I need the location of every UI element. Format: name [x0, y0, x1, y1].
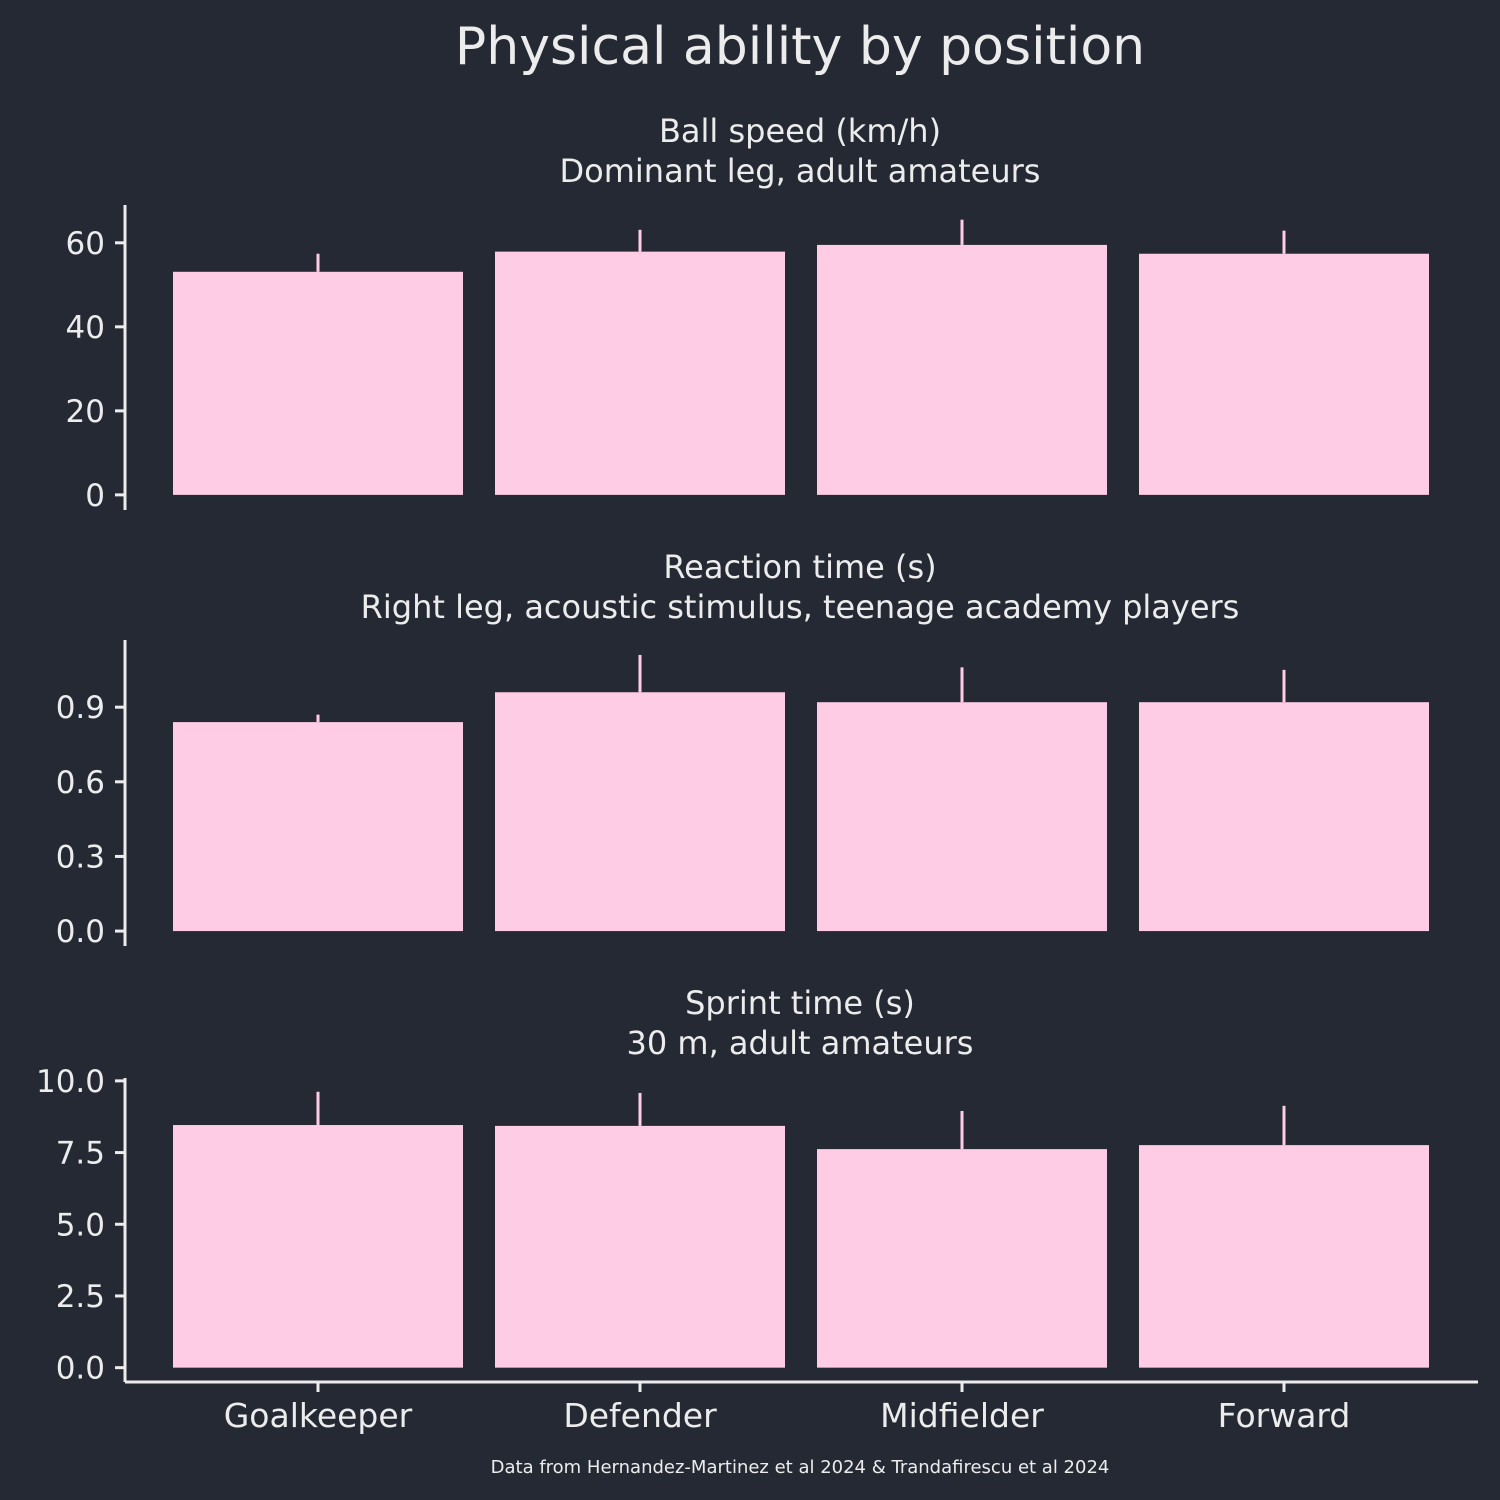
x-tick-label: Forward [1218, 1396, 1351, 1435]
y-tick-label: 0.0 [56, 1351, 105, 1387]
bar-forward [1139, 253, 1429, 495]
bar-goalkeeper [173, 1125, 463, 1368]
x-tick-label: Defender [563, 1396, 717, 1435]
y-tick-label: 60 [66, 226, 105, 262]
y-tick-label: 0.0 [56, 914, 105, 950]
bar-goalkeeper [173, 271, 463, 495]
bar-midfielder [817, 1149, 1107, 1368]
y-tick-label: 0.9 [56, 690, 105, 726]
bar-defender [495, 251, 785, 495]
bar-defender [495, 692, 785, 932]
panel-title: Sprint time (s) [685, 984, 915, 1022]
bar-midfielder [817, 702, 1107, 932]
bar-forward [1139, 1145, 1429, 1368]
y-tick-label: 40 [66, 310, 105, 346]
x-tick-label: Midfielder [880, 1396, 1044, 1435]
panel-subtitle: Dominant leg, adult amateurs [560, 152, 1041, 190]
footer-credit: Data from Hernandez-Martinez et al 2024 … [491, 1457, 1110, 1478]
panel-subtitle: Right leg, acoustic stimulus, teenage ac… [361, 588, 1240, 626]
panel-subtitle: 30 m, adult amateurs [627, 1024, 974, 1062]
y-tick-label: 10.0 [36, 1064, 105, 1100]
panel-title: Ball speed (km/h) [659, 112, 941, 150]
y-tick-label: 5.0 [56, 1207, 105, 1243]
y-tick-label: 0.6 [56, 765, 105, 801]
bar-defender [495, 1125, 785, 1368]
y-tick-label: 7.5 [56, 1136, 105, 1172]
figure-title: Physical ability by position [455, 17, 1145, 77]
y-tick-label: 0.3 [56, 839, 105, 875]
x-tick-label: Goalkeeper [224, 1396, 413, 1435]
y-tick-label: 0 [85, 478, 105, 514]
y-tick-label: 2.5 [56, 1279, 105, 1315]
panel-title: Reaction time (s) [663, 548, 936, 586]
bar-goalkeeper [173, 722, 463, 932]
bar-midfielder [817, 244, 1107, 495]
y-tick-label: 20 [66, 394, 105, 430]
bar-forward [1139, 702, 1429, 932]
